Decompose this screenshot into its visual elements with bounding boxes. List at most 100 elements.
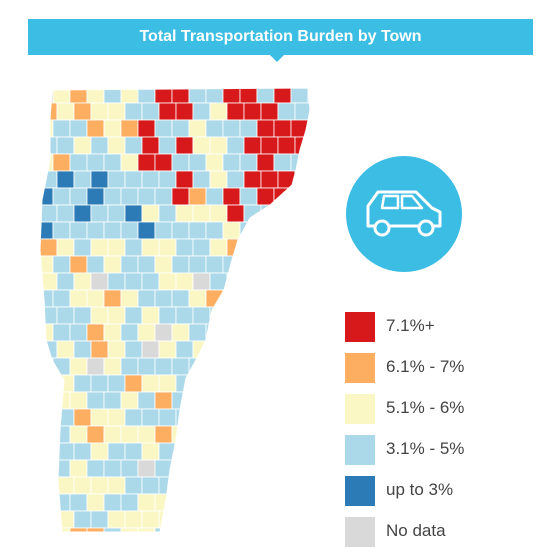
legend-swatch [345, 312, 375, 342]
town-tile [124, 170, 143, 189]
town-tile [209, 136, 228, 155]
town-tile [312, 443, 329, 460]
town-tile [120, 153, 139, 172]
town-tile [107, 374, 126, 393]
town-tile [209, 204, 228, 223]
town-tile [209, 476, 228, 495]
town-tile [273, 119, 292, 138]
town-tile [239, 493, 258, 512]
town-tile [90, 272, 109, 291]
town-tile [294, 340, 310, 359]
town-tile [141, 306, 160, 325]
town-tile [256, 221, 275, 240]
town-tile [107, 442, 126, 461]
town-tile [205, 527, 224, 532]
legend-label: No data [386, 521, 446, 540]
town-tile [86, 357, 105, 376]
town-tile [73, 476, 92, 495]
town-tile [188, 357, 207, 376]
legend-item-6to7: 6.1% - 7% [345, 353, 535, 383]
town-tile [175, 340, 194, 359]
town-tile [294, 510, 310, 529]
town-tile [188, 459, 207, 478]
town-tile [192, 170, 211, 189]
town-tile [103, 88, 122, 104]
legend-item-5to6: 5.1% - 6% [345, 394, 535, 424]
town-tile [40, 510, 58, 529]
town-tile [209, 374, 228, 393]
town-tile [103, 187, 122, 206]
town-tile [73, 272, 92, 291]
town-tile [120, 459, 139, 478]
town-tile [260, 306, 279, 325]
town-tile [40, 374, 58, 393]
town-tile [40, 102, 58, 121]
town-tile [154, 391, 173, 410]
town-tile [222, 119, 241, 138]
town-tile [312, 137, 329, 154]
town-tile [290, 187, 309, 206]
town-tile [312, 477, 329, 494]
town-tile [312, 205, 329, 222]
town-tile [107, 204, 126, 223]
town-tile [260, 442, 279, 461]
town-tile [226, 442, 245, 461]
town-tile [222, 459, 241, 478]
town-tile [273, 459, 292, 478]
town-tile [277, 408, 296, 427]
town-tile [69, 255, 88, 274]
town-tile [40, 238, 58, 257]
town-tile [239, 459, 258, 478]
town-tile [124, 306, 143, 325]
town-tile [277, 374, 296, 393]
town-tile [239, 289, 258, 308]
town-tile [226, 102, 245, 121]
town-tile [294, 238, 310, 257]
town-tile [205, 187, 224, 206]
town-tile [290, 221, 309, 240]
town-tile [243, 238, 262, 257]
town-tile [141, 374, 160, 393]
town-tile [154, 221, 173, 240]
town-tile [73, 340, 92, 359]
town-tile [90, 136, 109, 155]
town-tile [86, 255, 105, 274]
legend-swatch [345, 435, 375, 465]
town-tile [243, 102, 262, 121]
town-tile [124, 204, 143, 223]
town-tile [307, 289, 310, 308]
town-tile [56, 204, 75, 223]
town-tile [90, 374, 109, 393]
town-tile [273, 425, 292, 444]
town-tile [69, 493, 88, 512]
town-tile [243, 408, 262, 427]
town-tile [294, 374, 310, 393]
town-tile [56, 170, 75, 189]
town-tile [222, 425, 241, 444]
town-tile [205, 221, 224, 240]
town-tile [90, 170, 109, 189]
town-tile [158, 170, 177, 189]
legend-swatch [345, 476, 375, 506]
town-tile [273, 493, 292, 512]
town-tile [307, 187, 310, 206]
town-tile [312, 511, 329, 528]
town-tile [107, 238, 126, 257]
town-tile [56, 272, 75, 291]
town-tile [273, 153, 292, 172]
town-tile [256, 323, 275, 342]
town-tile [69, 459, 88, 478]
town-tile [209, 170, 228, 189]
town-tile [86, 391, 105, 410]
town-tile [243, 476, 262, 495]
town-tile [154, 527, 173, 532]
town-tile [175, 476, 194, 495]
town-tile [103, 323, 122, 342]
town-tile [103, 153, 122, 172]
town-tile [290, 323, 309, 342]
town-tile [120, 527, 139, 532]
town-tile [73, 204, 92, 223]
town-tile [256, 357, 275, 376]
town-tile [154, 255, 173, 274]
town-tile [69, 323, 88, 342]
